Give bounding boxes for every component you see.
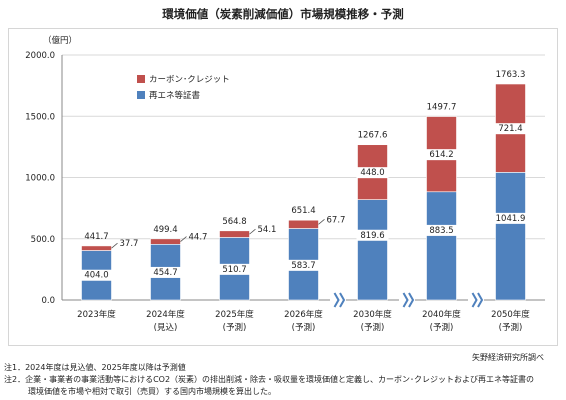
y-tick-label: 1500.0 (25, 112, 55, 122)
data-label-box (494, 123, 527, 135)
note-3: 環境価値を市場や相対で取引（売買）する国内市場規模を算出した。 (4, 387, 276, 396)
data-label-credit: 448.0 (360, 168, 384, 178)
data-label-renewable: 583.7 (291, 261, 315, 271)
axis-break-icon (402, 292, 409, 308)
data-label-credit: 44.7 (189, 233, 208, 243)
bar-credit (219, 230, 250, 238)
leader-line (318, 219, 325, 225)
leader-line (111, 242, 118, 249)
bar-renewable (357, 199, 388, 301)
data-label-renewable: 819.6 (360, 231, 384, 241)
data-label-box (425, 224, 458, 236)
data-label-credit: 614.2 (429, 150, 453, 160)
axis-break-icon (471, 292, 478, 308)
axis-break-icon (408, 292, 415, 308)
x-tick-sublabel: (予測) (430, 322, 454, 333)
bar-renewable (495, 172, 526, 301)
data-label-total: 499.4 (153, 225, 177, 235)
y-tick-label: 0.0 (41, 296, 55, 306)
data-label-total: 651.4 (291, 206, 315, 216)
bar-credit (288, 219, 319, 229)
x-tick-label: 2025年度 (215, 309, 254, 320)
note-1: 注1．2024年度は見込値、2025年度以降は予測値 (4, 363, 186, 372)
axis-break-icon (477, 292, 484, 308)
x-tick-sublabel: (予測) (292, 322, 316, 333)
x-tick-sublabel: (予測) (361, 322, 385, 333)
axis-break-icon (333, 292, 340, 308)
data-label-credit: 721.4 (498, 124, 522, 134)
x-tick-label: 2023年度 (77, 309, 116, 320)
y-tick-label: 2000.0 (25, 51, 55, 61)
data-label-credit: 37.7 (120, 239, 139, 249)
data-label-box (80, 269, 113, 281)
data-label-total: 1763.3 (496, 70, 526, 80)
data-label-credit: 54.1 (258, 225, 277, 235)
data-label-renewable: 883.5 (429, 226, 453, 236)
data-label-total: 1267.6 (358, 131, 388, 141)
y-tick-label: 500.0 (31, 235, 55, 245)
bar-credit (150, 238, 181, 245)
data-label-box (149, 266, 182, 278)
data-label-box (425, 149, 458, 161)
x-tick-label: 2050年度 (491, 309, 530, 320)
data-label-credit: 67.7 (327, 215, 346, 225)
data-label-total: 564.8 (222, 217, 246, 227)
data-label-renewable: 454.7 (153, 268, 177, 278)
x-tick-sublabel: (予測) (499, 322, 523, 333)
data-label-total: 441.7 (84, 232, 108, 242)
x-tick-label: 2030年度 (353, 309, 392, 320)
data-label-box (356, 229, 389, 241)
unit-label: （億円） (43, 35, 77, 46)
data-label-box (491, 212, 530, 224)
x-tick-sublabel: (予測) (223, 322, 247, 333)
y-tick-label: 1000.0 (25, 174, 55, 184)
data-label-renewable: 510.7 (222, 265, 246, 275)
legend-label-renewable: 再エネ等証書 (149, 90, 201, 101)
data-label-renewable: 404.0 (84, 271, 108, 281)
legend-swatch-credit (137, 75, 145, 83)
data-label-box (218, 263, 251, 275)
x-tick-label: 2040年度 (422, 309, 461, 320)
bar-renewable (426, 191, 457, 301)
chart-title: 環境価値（炭素削減価値）市場規模推移・予測 (162, 7, 404, 21)
x-tick-label: 2026年度 (284, 309, 323, 320)
legend-swatch-renewable (137, 91, 145, 99)
x-tick-sublabel: (見込) (154, 322, 178, 333)
leader-line (180, 236, 187, 242)
legend-label-credit: カーボン･クレジット (149, 75, 230, 85)
note-2: 注2．企業・事業者の事業活動等におけるCO2（炭素）の排出削減・除去・吸収量を環… (4, 375, 535, 384)
data-label-box (356, 167, 389, 179)
x-tick-label: 2024年度 (146, 309, 185, 320)
chart-frame (8, 28, 558, 346)
data-label-renewable: 1041.9 (496, 214, 526, 224)
data-label-box (287, 259, 320, 271)
axis-break-icon (339, 292, 346, 308)
leader-line (249, 228, 256, 235)
bar-credit (81, 245, 112, 251)
data-label-total: 1497.7 (427, 103, 457, 113)
source-credit: 矢野経済研究所調べ (472, 353, 544, 362)
